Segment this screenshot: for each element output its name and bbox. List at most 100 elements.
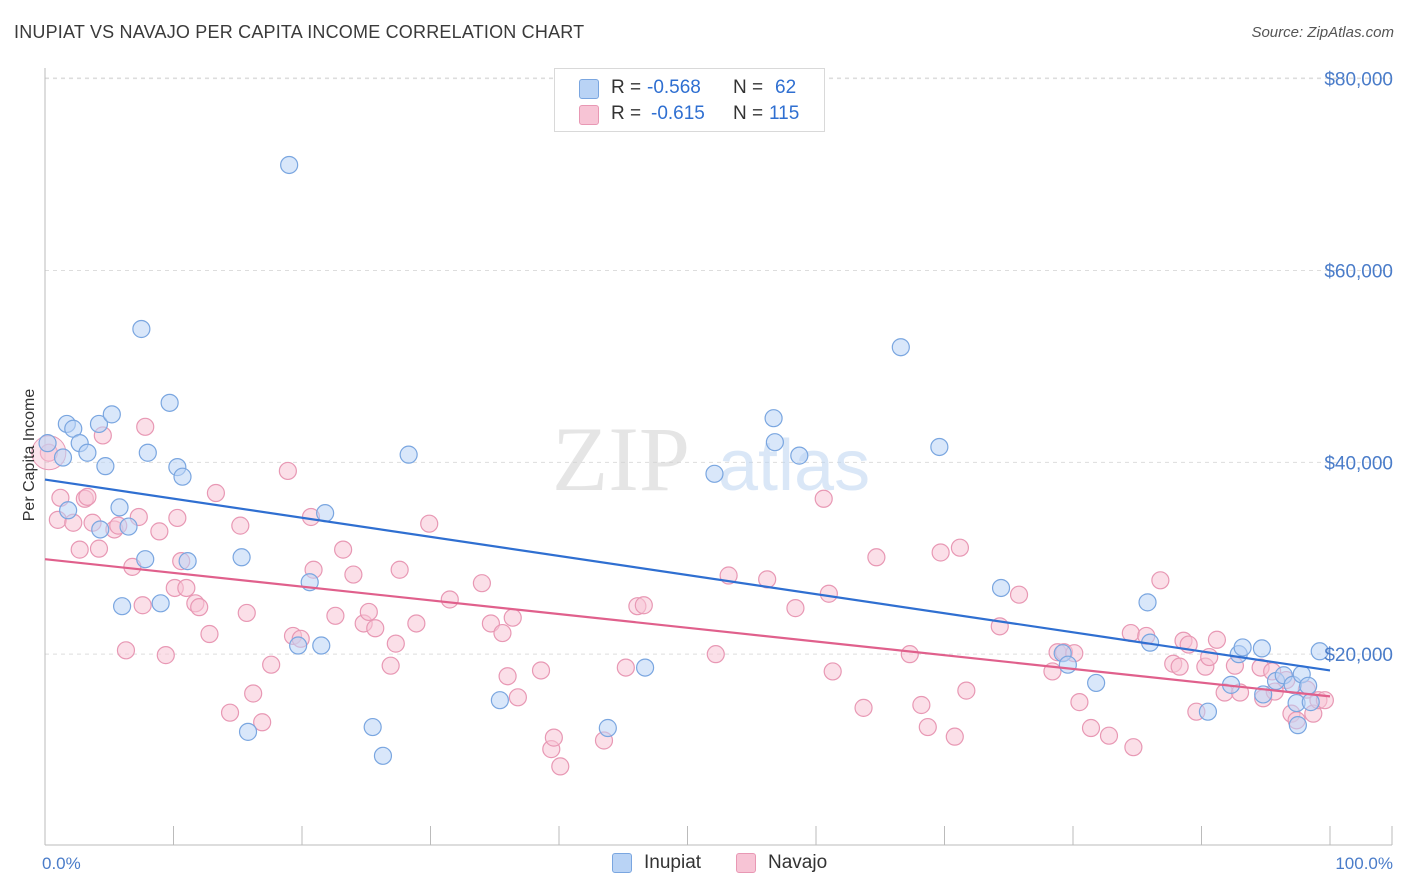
y-tick-label: $20,000 [1324, 645, 1393, 666]
inupiat-point [136, 550, 155, 569]
inupiat-point [312, 636, 331, 655]
inupiat-point [132, 319, 151, 339]
navajo-point [867, 548, 886, 567]
inupiat-point [280, 155, 299, 175]
watermark-atlas: atlas [718, 426, 870, 506]
navajo-point [168, 508, 187, 528]
y-tick-label: $60,000 [1324, 261, 1393, 282]
inupiat-point [232, 548, 251, 567]
navajo-trend-line [44, 558, 1331, 698]
navajo-point [1124, 738, 1143, 757]
navajo-point [237, 603, 256, 623]
y-axis-label: Per Capita Income [21, 389, 38, 522]
x-tick-labels: 0.0% 100.0% [42, 854, 1393, 873]
inupiat-point [178, 552, 197, 571]
watermark-zip: ZIP [552, 408, 690, 510]
navajo-point [231, 516, 250, 535]
inupiat-point [38, 434, 57, 453]
inupiat-point [1138, 593, 1157, 612]
inupiat-point [891, 338, 910, 357]
navajo-point [89, 539, 109, 558]
inupiat-point [373, 746, 393, 765]
navajo-point [1170, 657, 1189, 676]
navajo-legend-swatch [736, 853, 756, 873]
inupiat-trend-line [44, 478, 1331, 672]
inupiat-point [1233, 638, 1252, 657]
navajo-points [31, 417, 1334, 776]
navajo-legend-label: Navajo [768, 852, 828, 873]
navajo-point [390, 560, 409, 579]
r-label: R = [611, 103, 642, 124]
navajo-point [634, 596, 653, 615]
navajo-point [472, 574, 491, 593]
inupiat-point [765, 433, 784, 452]
inupiat-point [59, 501, 78, 520]
inupiat-point [991, 578, 1011, 598]
navajo-point [278, 461, 297, 481]
correlation-stats-box: R = -0.568 N = 62 R = -0.615 N = 115 [554, 68, 825, 132]
navajo-point [1081, 718, 1101, 738]
inupiat-point [89, 414, 109, 434]
inupiat-point [119, 517, 138, 536]
navajo-point [244, 684, 263, 703]
navajo-point [220, 703, 240, 722]
navajo-point [551, 757, 570, 776]
inupiat-point [490, 691, 509, 710]
inupiat-point [1288, 716, 1307, 735]
navajo-point [918, 717, 937, 737]
navajo-point [78, 487, 97, 506]
navajo-point [544, 728, 563, 747]
navajo-point [206, 483, 226, 503]
navajo-point [190, 598, 209, 617]
grid-layer [45, 77, 1392, 655]
navajo-point [440, 590, 459, 609]
inupiat-point [598, 718, 617, 738]
navajo-swatch [579, 105, 599, 125]
navajo-point [814, 489, 833, 508]
n-label: N = [733, 77, 764, 98]
navajo-point [1207, 630, 1227, 649]
navajo-point [819, 584, 838, 603]
navajo-point [262, 655, 281, 674]
inupiat-legend-label: Inupiat [644, 852, 702, 873]
x-tick-label: 0.0% [42, 854, 81, 873]
navajo-point [508, 688, 527, 707]
navajo-point [386, 634, 405, 653]
chart-title: INUPIAT VS NAVAJO PER CAPITA INCOME CORR… [14, 22, 585, 42]
inupiat-point [112, 597, 132, 616]
navajo-point [945, 727, 964, 746]
inupiat-point [363, 717, 382, 737]
inupiat-point [790, 446, 809, 465]
navajo-point [344, 565, 363, 584]
navajo-point [253, 713, 272, 732]
trend-lines [44, 478, 1331, 698]
inupiat-point [930, 437, 949, 457]
navajo-point [326, 606, 345, 625]
navajo-point [931, 543, 950, 562]
inupiat-point [1301, 693, 1320, 712]
navajo-point [1151, 571, 1170, 590]
r-value: -0.615 [651, 103, 705, 124]
inupiat-point [764, 409, 783, 428]
navajo-point [503, 608, 522, 627]
n-value: 115 [769, 103, 800, 124]
inupiat-point [78, 443, 97, 462]
inupiat-point [705, 464, 724, 483]
navajo-point [359, 602, 378, 622]
y-tick-label: $40,000 [1324, 453, 1393, 474]
watermark: ZIP atlas [552, 408, 870, 510]
navajo-point [823, 662, 842, 681]
navajo-point [912, 695, 931, 715]
y-tick-labels: $20,000 $40,000 $60,000 $80,000 [1324, 70, 1393, 667]
inupiat-point [1058, 655, 1077, 674]
navajo-point [177, 578, 196, 598]
inupiat-swatch [579, 79, 599, 99]
inupiat-point [110, 498, 129, 517]
navajo-point [900, 645, 919, 664]
navajo-point [420, 514, 439, 533]
navajo-point [116, 641, 136, 660]
navajo-point [498, 667, 517, 686]
inupiat-point [1310, 642, 1329, 661]
inupiat-point [53, 448, 73, 467]
navajo-point [150, 522, 169, 541]
